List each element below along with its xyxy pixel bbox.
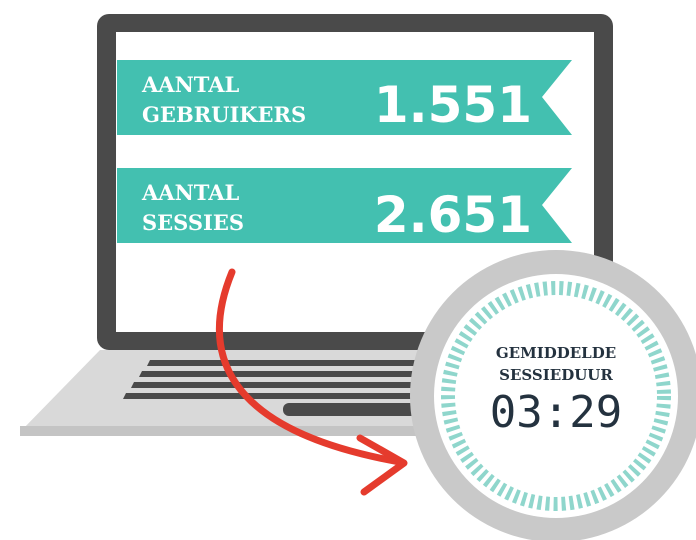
stat-label: GEBRUIKERS (142, 102, 306, 127)
stat-value: 1.551 (374, 76, 532, 134)
stat-label: SESSIES (142, 210, 244, 235)
arrow-head (360, 438, 404, 492)
stat-label: AANTAL (141, 180, 240, 205)
timer-value: 03:29 (490, 387, 622, 438)
stat-value: 2.651 (374, 186, 532, 244)
infographic: AANTAL GEBRUIKERS 1.551 AANTAL SESSIES 2… (0, 0, 696, 540)
timer-label: SESSIEDUUR (499, 366, 613, 384)
timer-label: GEMIDDELDE (496, 344, 616, 362)
stat-label: AANTAL (141, 72, 240, 97)
